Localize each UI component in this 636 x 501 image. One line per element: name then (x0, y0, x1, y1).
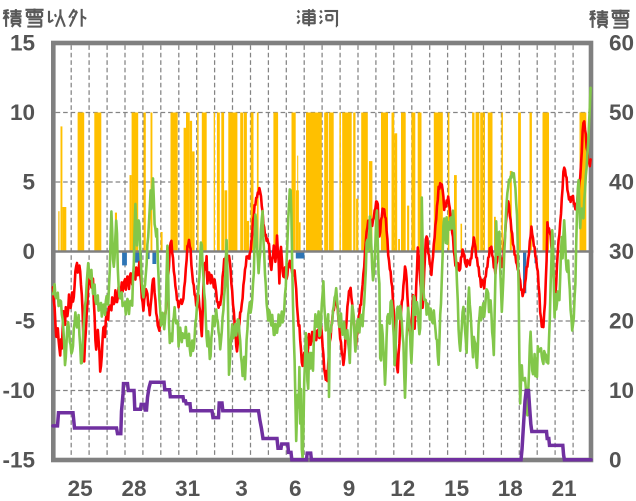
svg-text:0: 0 (22, 239, 35, 264)
svg-text:25: 25 (68, 476, 93, 501)
svg-text:-15: -15 (2, 448, 35, 473)
svg-text:21: 21 (552, 476, 577, 501)
svg-text:-10: -10 (2, 378, 35, 403)
svg-text:20: 20 (609, 309, 634, 334)
svg-text:9: 9 (343, 476, 356, 501)
svg-text:5: 5 (22, 170, 35, 195)
svg-text:0: 0 (609, 448, 622, 473)
svg-text:30: 30 (609, 239, 634, 264)
svg-text:-5: -5 (15, 309, 35, 334)
svg-text:40: 40 (609, 170, 634, 195)
svg-text:6: 6 (289, 476, 302, 501)
svg-text:28: 28 (121, 476, 146, 501)
svg-text:3: 3 (235, 476, 248, 501)
svg-text:12: 12 (390, 476, 415, 501)
svg-text:60: 60 (609, 31, 634, 56)
svg-text:10: 10 (10, 100, 35, 125)
svg-text:31: 31 (175, 476, 200, 501)
svg-text:10: 10 (609, 378, 634, 403)
svg-text:15: 15 (444, 476, 469, 501)
svg-text:50: 50 (609, 100, 634, 125)
svg-text:18: 18 (498, 476, 523, 501)
svg-text:15: 15 (10, 31, 35, 56)
